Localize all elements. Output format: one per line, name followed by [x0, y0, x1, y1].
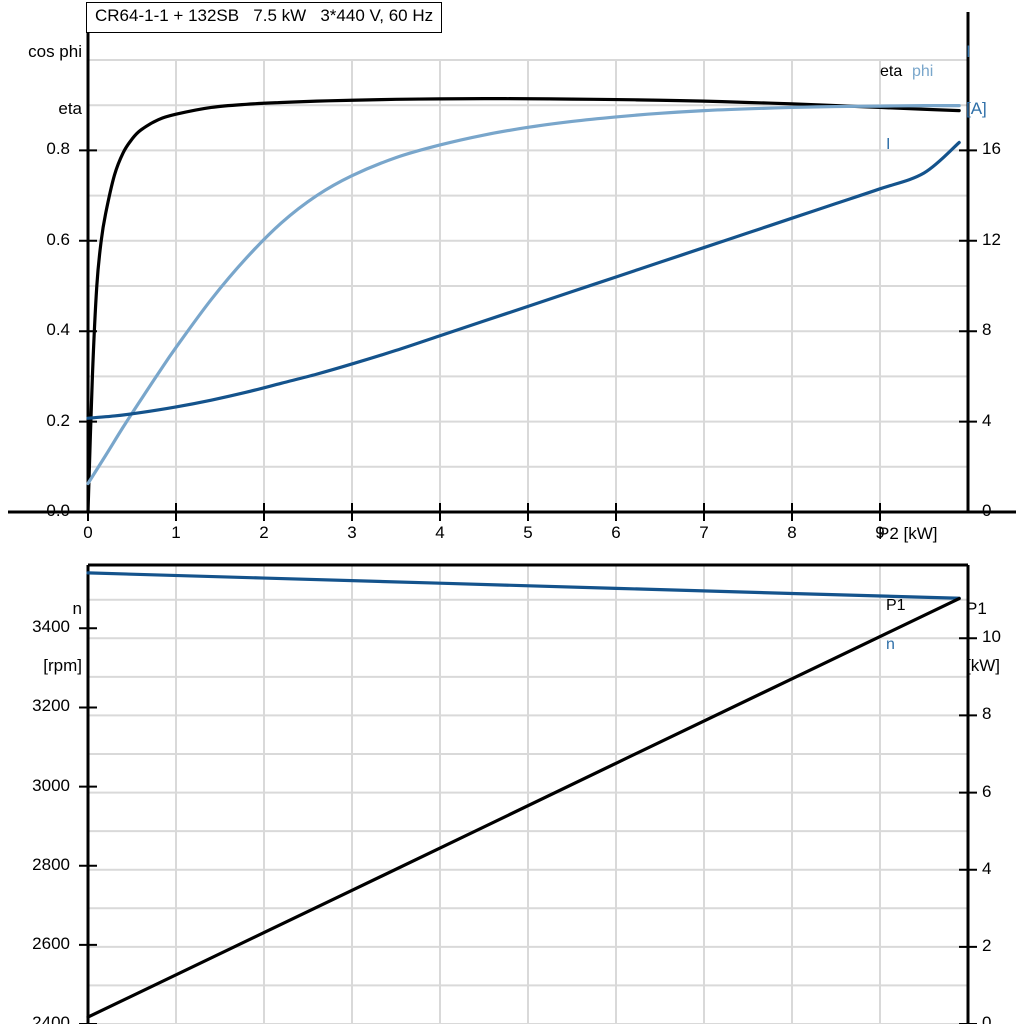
bottom-right-tick-2: 2 — [982, 935, 992, 955]
curve-label-speed: n — [886, 636, 895, 653]
bottom-right-axis-title-line1: P1 — [966, 599, 987, 618]
bottom-left-tick-3000: 3000 — [32, 775, 70, 795]
bottom-chart: n [rpm] P1 [kW] P1 n 2400 2600 2800 3000 320… — [0, 553, 1024, 1024]
top-x-tick-4: 4 — [435, 523, 445, 542]
top-left-tick-0.8: 0.8 — [46, 139, 70, 159]
top-right-axis-title-line1: I — [966, 42, 971, 61]
top-right-axis-title-line2: [A] — [966, 99, 987, 118]
top-left-axis-title-line2: eta — [58, 99, 82, 118]
top-left-tick-0.4: 0.4 — [46, 320, 70, 340]
top-left-tick-0.6: 0.6 — [46, 229, 70, 249]
top-x-tick-7: 7 — [699, 523, 709, 542]
curve-label-phi: phi — [912, 63, 934, 80]
bottom-left-axis-title-line2: [rpm] — [43, 656, 82, 675]
top-right-tick-4: 4 — [982, 410, 992, 430]
top-x-tick-1: 1 — [171, 523, 181, 542]
top-x-axis-title: P2 [kW] — [878, 524, 938, 543]
bottom-right-tick-0: 0 — [982, 1013, 992, 1024]
top-left-tick-0.2: 0.2 — [46, 410, 70, 430]
bottom-right-axis-title: P1 [kW] — [966, 561, 1024, 713]
chart-title: CR64-1-1 + 132SB 7.5 kW 3*440 V, 60 Hz — [86, 2, 443, 33]
top-left-axis-title-line1: cos phi — [28, 42, 82, 61]
curve-label-p1: P1 — [886, 597, 906, 614]
bottom-right-axis-title-line2: [kW] — [966, 656, 1000, 675]
bottom-right-tick-10: 10 — [982, 627, 1001, 647]
top-x-tick-2: 2 — [259, 523, 269, 542]
top-chart-plot — [8, 12, 1016, 521]
bottom-right-tick-8: 8 — [982, 704, 992, 724]
curve-label-current: I — [886, 136, 891, 153]
top-right-tick-12: 12 — [982, 229, 1001, 249]
top-x-tick-0: 0 — [83, 523, 93, 542]
top-x-tick-8: 8 — [787, 523, 797, 542]
bottom-right-tick-6: 6 — [982, 781, 992, 801]
bottom-left-tick-3400: 3400 — [32, 617, 70, 637]
top-right-axis-title: I [A] — [966, 4, 1022, 156]
top-left-axis-title: cos phi eta — [4, 4, 82, 156]
bottom-left-tick-2600: 2600 — [32, 933, 70, 953]
top-right-tick-8: 8 — [982, 320, 992, 340]
top-right-tick-16: 16 — [982, 139, 1001, 159]
top-left-tick-0: 0.0 — [46, 501, 70, 520]
bottom-left-axis-title-line1: n — [72, 599, 82, 618]
top-chart: cos phi eta I [A] CR64-1-1 + 132SB 7.5 k… — [4, 2, 1022, 543]
bottom-left-tick-2800: 2800 — [32, 854, 70, 874]
bottom-left-tick-3200: 3200 — [32, 696, 70, 716]
top-x-tick-6: 6 — [611, 523, 621, 542]
top-right-tick-0: 0 — [982, 501, 992, 520]
bottom-left-tick-2400: 2400 — [32, 1013, 70, 1024]
top-x-tick-5: 5 — [523, 523, 533, 542]
top-x-tick-3: 3 — [347, 523, 357, 542]
bottom-left-axis-title: n [rpm] — [4, 561, 82, 713]
bottom-right-tick-4: 4 — [982, 858, 992, 878]
bottom-chart-plot — [79, 563, 977, 1024]
curve-label-eta: eta — [880, 63, 903, 80]
top-x-tick-9: 9 — [875, 523, 885, 542]
